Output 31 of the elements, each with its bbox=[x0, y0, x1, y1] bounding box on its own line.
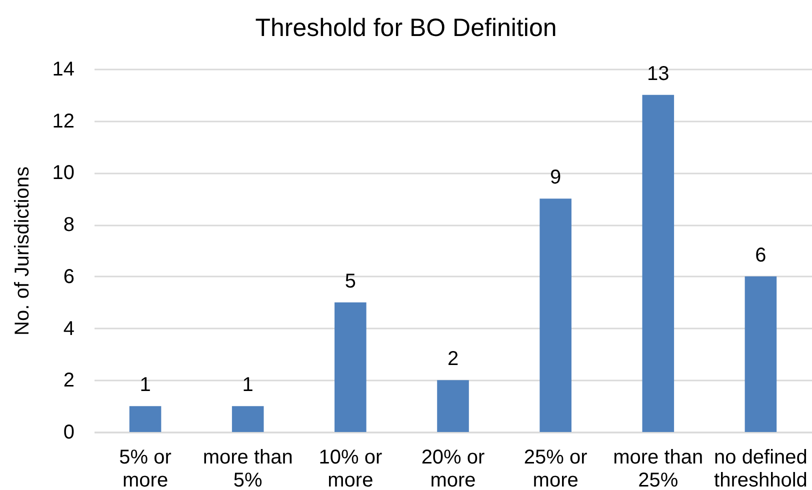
y-axis-title: No. of Jurisdictions bbox=[11, 166, 34, 336]
y-tick-label: 6 bbox=[63, 266, 74, 288]
bar bbox=[437, 380, 469, 432]
bar bbox=[334, 302, 366, 432]
x-tick-label: 10% or more bbox=[318, 446, 382, 490]
data-label: 6 bbox=[755, 244, 766, 266]
x-tick-label: more than 25% bbox=[613, 446, 704, 490]
data-label: 5 bbox=[344, 270, 356, 292]
chart-title: Threshold for BO Definition bbox=[255, 14, 557, 42]
x-tick-label: 20% or more bbox=[421, 446, 486, 490]
x-tick-label: 5% or more bbox=[119, 446, 172, 490]
bar bbox=[540, 198, 572, 432]
data-label: 2 bbox=[447, 348, 459, 370]
y-tick-label: 0 bbox=[63, 422, 74, 444]
y-tick-label: 8 bbox=[63, 214, 74, 236]
bar bbox=[744, 276, 777, 432]
y-tick-label: 10 bbox=[52, 162, 74, 184]
bar bbox=[232, 406, 264, 432]
y-tick-label: 2 bbox=[63, 370, 74, 392]
bar bbox=[642, 94, 674, 432]
y-tick-label: 4 bbox=[63, 318, 74, 340]
x-tick-label: more than 5% bbox=[202, 446, 293, 490]
data-label: 9 bbox=[550, 166, 562, 189]
data-label: 1 bbox=[242, 374, 254, 396]
x-tick-label: 25% or more bbox=[524, 446, 588, 490]
x-tick-label: no defined threshhold bbox=[714, 446, 808, 490]
data-label: 1 bbox=[140, 374, 151, 396]
bar bbox=[129, 406, 162, 432]
y-tick-label: 14 bbox=[52, 58, 74, 80]
y-tick-label: 12 bbox=[52, 110, 74, 132]
data-label: 13 bbox=[647, 62, 670, 85]
